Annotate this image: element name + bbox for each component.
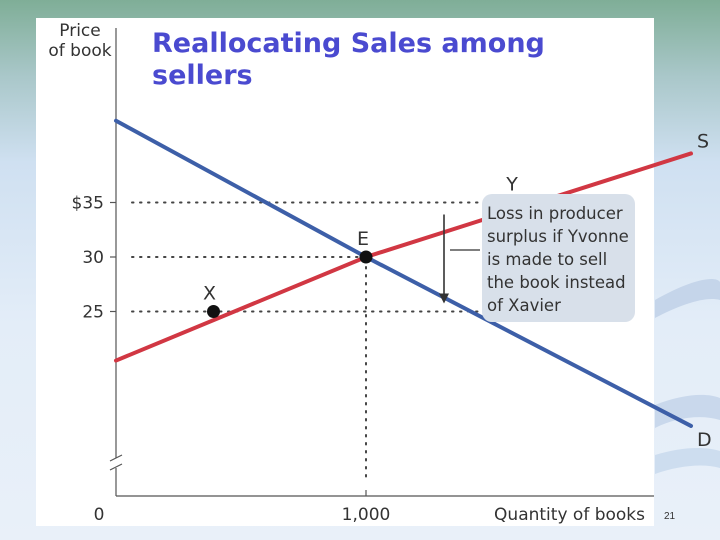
slide-title-line-1: Reallocating Sales among bbox=[152, 28, 545, 59]
annotation-text-line: Loss in producer bbox=[487, 204, 623, 223]
y-axis-title: Price of book bbox=[48, 21, 111, 61]
annotation-text: Loss in producer surplus if Yvonne is made… bbox=[487, 204, 629, 315]
point-label-e: E bbox=[357, 228, 369, 250]
chart-panel: Loss in producer surplus if Yvonne is made… bbox=[36, 18, 712, 526]
y-axis-title-line: Price bbox=[59, 21, 100, 41]
y-tick-label: 25 bbox=[82, 303, 104, 323]
y-tick-label: $35 bbox=[72, 194, 104, 214]
axis-break-mark bbox=[109, 463, 123, 471]
annotation-text-line: the book instead bbox=[487, 273, 626, 292]
axis-break-gap bbox=[110, 458, 122, 468]
annotation-box bbox=[482, 194, 635, 322]
demand-curve-label: D bbox=[697, 429, 712, 451]
origin-label: 0 bbox=[94, 505, 105, 525]
slide-title: Reallocating Sales among sellers bbox=[152, 28, 545, 92]
page-number: 21 bbox=[664, 511, 676, 522]
axes-layer bbox=[109, 28, 654, 497]
decorative-swoosh bbox=[655, 394, 720, 428]
annotation-text-line: is made to sell bbox=[487, 250, 607, 269]
guides-layer bbox=[131, 201, 517, 483]
point-label-x: X bbox=[203, 283, 216, 305]
decorative-swoosh bbox=[655, 279, 720, 318]
point-label-y: Y bbox=[505, 174, 518, 196]
y-tick-label: 30 bbox=[82, 248, 104, 268]
x-tick-label: 1,000 bbox=[342, 505, 391, 525]
y-axis-title-line: of book bbox=[48, 41, 111, 61]
slide-title-line-2: sellers bbox=[152, 60, 253, 91]
point-e bbox=[359, 250, 373, 264]
labels-layer: Price of book Quantity of books 0 25 30 $35 1,0… bbox=[48, 21, 711, 525]
x-axis-title: Quantity of books bbox=[494, 505, 645, 525]
annotation-arrowhead bbox=[439, 293, 449, 304]
point-x bbox=[207, 305, 220, 318]
supply-demand-chart: Loss in producer surplus if Yvonne is made… bbox=[48, 21, 711, 525]
axis-break-mark bbox=[109, 454, 123, 462]
annotation-text-line: of Xavier bbox=[487, 296, 561, 315]
decorative-swoosh bbox=[655, 447, 720, 474]
annotation-layer: Loss in producer surplus if Yvonne is made… bbox=[439, 194, 635, 322]
annotation-text-line: surplus if Yvonne bbox=[487, 227, 629, 246]
supply-curve-label: S bbox=[697, 130, 709, 152]
